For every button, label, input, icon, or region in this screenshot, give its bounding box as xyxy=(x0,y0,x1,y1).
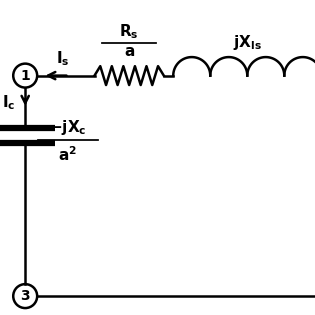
Text: $\mathbf{a}$: $\mathbf{a}$ xyxy=(123,44,135,60)
Text: $\mathbf{R_s}$: $\mathbf{R_s}$ xyxy=(119,22,139,41)
Text: $\mathbf{-jX_c}$: $\mathbf{-jX_c}$ xyxy=(49,118,87,137)
Text: 1: 1 xyxy=(20,69,30,83)
Text: $\mathbf{I_c}$: $\mathbf{I_c}$ xyxy=(2,93,15,112)
Text: $\mathbf{a^2}$: $\mathbf{a^2}$ xyxy=(58,145,77,164)
Text: 3: 3 xyxy=(20,289,30,303)
Text: $\mathbf{I_s}$: $\mathbf{I_s}$ xyxy=(56,49,70,68)
Text: $\mathbf{jX_{ls}}$: $\mathbf{jX_{ls}}$ xyxy=(233,33,262,52)
